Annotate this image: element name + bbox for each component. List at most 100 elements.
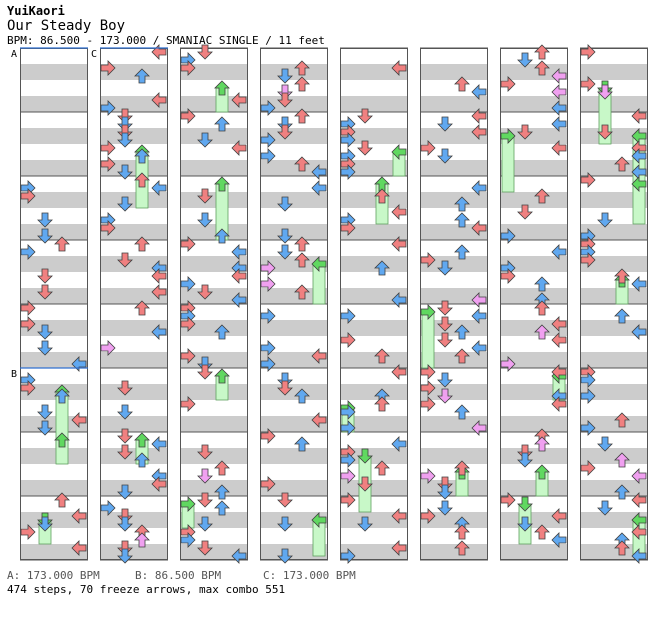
step-arrow <box>180 348 196 364</box>
beat-stripe <box>100 160 168 176</box>
step-arrow <box>197 284 213 300</box>
step-arrow <box>437 388 453 404</box>
step-arrow <box>631 276 647 292</box>
step-arrow <box>134 148 150 164</box>
beat-stripe <box>20 416 88 432</box>
bpm-marker-label: C <box>91 49 97 60</box>
step-arrow <box>340 492 356 508</box>
step-arrow <box>391 436 407 452</box>
beat-stripe <box>100 128 168 144</box>
step-arrow <box>471 84 487 100</box>
step-arrow <box>454 540 470 556</box>
step-arrow <box>277 548 293 564</box>
beat-stripe <box>580 128 648 144</box>
step-arrow <box>420 396 436 412</box>
step-arrow <box>100 140 116 156</box>
step-arrow <box>614 452 630 468</box>
beat-stripe <box>100 64 168 80</box>
step-arrow <box>260 356 276 372</box>
step-arrow <box>340 308 356 324</box>
step-arrow <box>551 100 567 116</box>
step-arrow <box>597 84 613 100</box>
step-arrow <box>20 524 36 540</box>
step-arrow <box>454 348 470 364</box>
beat-stripe <box>260 544 328 560</box>
step-arrow <box>391 364 407 380</box>
freeze-arrow-head <box>214 176 230 192</box>
step-arrow <box>231 268 247 284</box>
step-arrow <box>117 380 133 396</box>
step-arrow <box>551 68 567 84</box>
beat-stripe <box>580 160 648 176</box>
step-arrow <box>580 460 596 476</box>
step-arrow <box>437 476 453 492</box>
step-arrow <box>534 524 550 540</box>
beat-stripe <box>340 352 408 368</box>
step-arrow <box>180 396 196 412</box>
step-arrow <box>500 356 516 372</box>
beat-stripe <box>100 480 168 496</box>
beat-stripe <box>420 96 488 112</box>
step-arrow <box>391 236 407 252</box>
step-arrow <box>20 316 36 332</box>
step-arrow <box>197 132 213 148</box>
freeze-arrow-head <box>500 128 516 144</box>
column-border <box>340 48 408 560</box>
freeze-arrow-head <box>311 256 327 272</box>
step-arrow <box>117 404 133 420</box>
step-arrow <box>454 524 470 540</box>
step-arrow <box>197 364 213 380</box>
step-arrow <box>151 180 167 196</box>
step-arrow <box>294 436 310 452</box>
step-arrow <box>500 76 516 92</box>
beat-stripe <box>340 192 408 208</box>
beat-stripe <box>20 224 88 240</box>
step-arrow <box>340 404 356 420</box>
step-arrow <box>597 212 613 228</box>
freeze-arrow-head <box>631 176 647 192</box>
step-arrow <box>214 484 230 500</box>
step-arrow <box>100 220 116 236</box>
step-arrow <box>517 204 533 220</box>
beat-stripe <box>580 416 648 432</box>
beat-stripe <box>20 512 88 528</box>
step-arrow <box>37 284 53 300</box>
step-arrow <box>20 244 36 260</box>
beat-stripe <box>340 224 408 240</box>
beat-stripe <box>500 320 568 336</box>
step-arrow <box>340 420 356 436</box>
step-arrow <box>374 348 390 364</box>
beat-stripe <box>20 128 88 144</box>
beat-stripe <box>180 192 248 208</box>
beat-stripe <box>500 448 568 464</box>
beat-stripe <box>180 96 248 112</box>
beat-stripe <box>180 64 248 80</box>
step-arrow <box>117 116 133 132</box>
step-arrow <box>580 372 596 388</box>
step-arrow <box>180 108 196 124</box>
beat-stripe <box>180 544 248 560</box>
column-border <box>420 48 488 560</box>
beat-stripe <box>260 256 328 272</box>
beat-stripe <box>180 384 248 400</box>
step-arrow <box>437 372 453 388</box>
step-arrow <box>151 436 167 452</box>
step-arrow <box>534 44 550 60</box>
step-arrow <box>551 396 567 412</box>
step-arrow <box>517 52 533 68</box>
step-arrow <box>277 372 293 388</box>
step-arrow <box>294 252 310 268</box>
step-arrow <box>597 500 613 516</box>
step-arrow <box>311 164 327 180</box>
step-arrow <box>214 324 230 340</box>
freeze-arrow-head <box>357 448 373 464</box>
beat-stripe <box>180 416 248 432</box>
step-arrow <box>391 60 407 76</box>
step-arrow <box>551 332 567 348</box>
step-arrow <box>391 540 407 556</box>
beat-stripe <box>100 544 168 560</box>
step-arrow <box>391 292 407 308</box>
step-arrow <box>117 124 133 140</box>
step-arrow <box>37 228 53 244</box>
